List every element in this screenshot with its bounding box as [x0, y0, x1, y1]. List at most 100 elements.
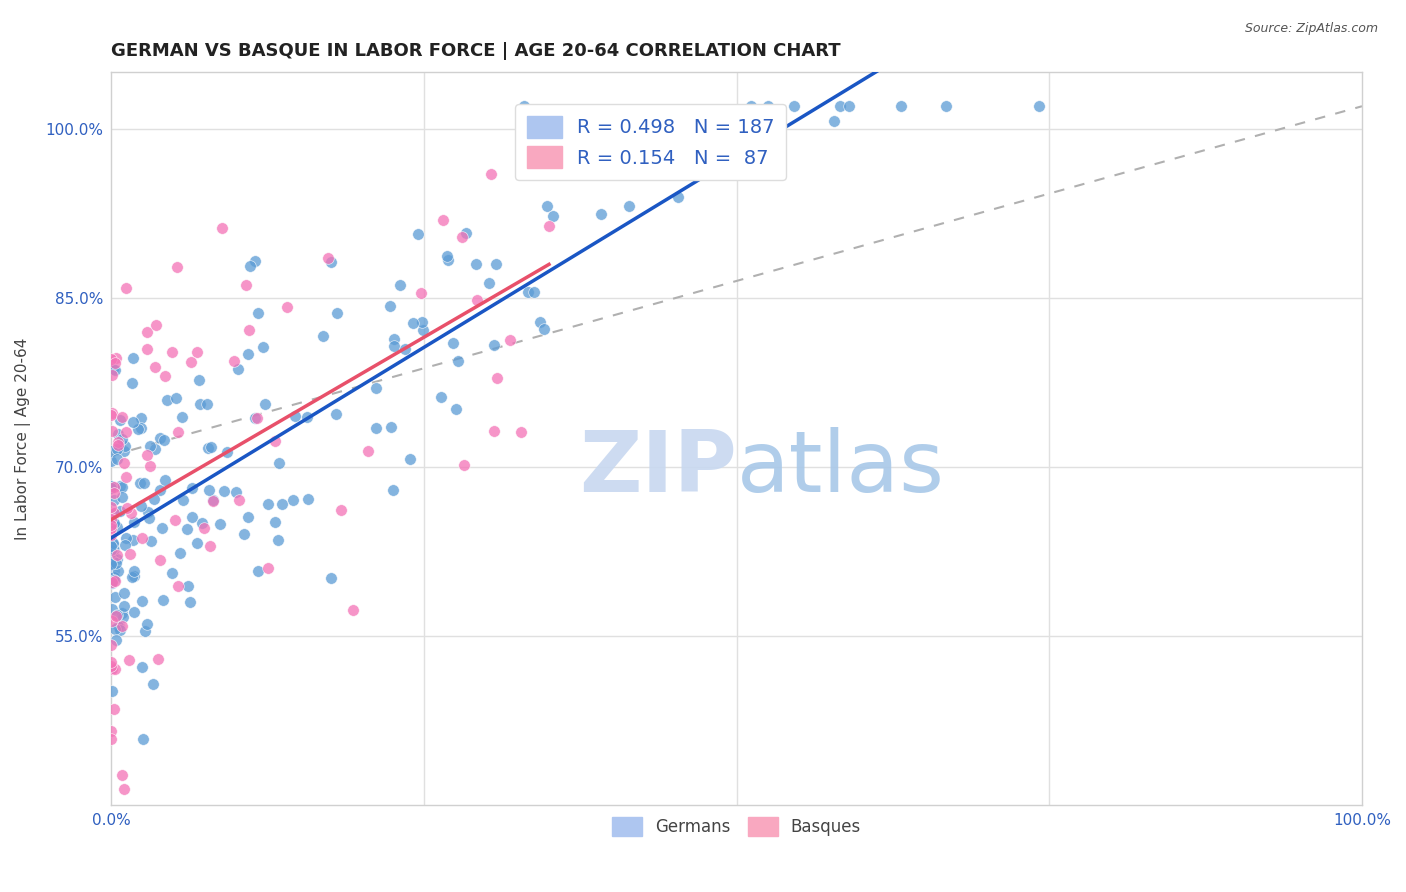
Point: [513, 99, 536, 113]
Point: [297, 491, 319, 506]
Point: [115, 500, 138, 515]
Point: [115, 470, 138, 484]
Point: [127, 422, 149, 436]
Point: [112, 586, 135, 600]
Point: [481, 167, 503, 181]
Point: [101, 614, 124, 628]
Point: [103, 485, 125, 500]
Point: [124, 568, 146, 582]
Point: [364, 382, 387, 396]
Point: [537, 219, 560, 234]
Point: [136, 448, 159, 462]
Point: [100, 368, 122, 382]
Point: [100, 500, 122, 514]
Point: [211, 220, 233, 235]
Point: [187, 373, 209, 387]
Point: [890, 99, 912, 113]
Point: [276, 300, 298, 314]
Point: [232, 526, 254, 541]
Point: [100, 659, 122, 673]
Point: [139, 534, 162, 549]
Point: [155, 473, 177, 487]
Point: [104, 662, 127, 676]
Point: [235, 278, 257, 293]
Point: [267, 456, 290, 470]
Point: [111, 410, 134, 425]
Point: [124, 515, 146, 529]
Point: [366, 420, 388, 434]
Point: [441, 335, 464, 350]
Point: [567, 162, 589, 177]
Point: [136, 505, 159, 519]
Point: [122, 415, 145, 429]
Point: [139, 458, 162, 473]
Point: [105, 520, 128, 534]
Point: [103, 480, 125, 494]
Point: [516, 285, 538, 299]
Point: [101, 362, 124, 376]
Point: [510, 425, 533, 439]
Point: [378, 299, 401, 313]
Point: [522, 285, 544, 299]
Point: [783, 99, 806, 113]
Point: [281, 492, 304, 507]
Text: atlas: atlas: [737, 426, 945, 509]
Point: [105, 548, 128, 562]
Point: [406, 227, 429, 241]
Point: [104, 363, 127, 377]
Point: [101, 554, 124, 568]
Point: [152, 592, 174, 607]
Point: [100, 574, 122, 589]
Point: [100, 661, 122, 675]
Point: [326, 306, 349, 320]
Point: [122, 605, 145, 619]
Point: [107, 435, 129, 450]
Point: [170, 409, 193, 424]
Point: [100, 481, 122, 495]
Point: [246, 564, 269, 578]
Point: [100, 528, 122, 542]
Point: [264, 434, 287, 448]
Point: [188, 397, 211, 411]
Point: [124, 564, 146, 578]
Point: [100, 543, 122, 558]
Point: [101, 406, 124, 420]
Point: [112, 782, 135, 797]
Point: [382, 332, 405, 346]
Point: [108, 623, 131, 637]
Point: [100, 732, 122, 747]
Point: [122, 533, 145, 547]
Point: [165, 513, 187, 527]
Point: [142, 491, 165, 506]
Point: [536, 199, 558, 213]
Point: [100, 511, 122, 525]
Point: [239, 259, 262, 273]
Point: [444, 401, 467, 416]
Point: [823, 114, 845, 128]
Point: [128, 476, 150, 491]
Point: [103, 516, 125, 531]
Point: [212, 483, 235, 498]
Point: [486, 370, 509, 384]
Point: [104, 506, 127, 520]
Point: [243, 254, 266, 268]
Point: [319, 255, 342, 269]
Point: [456, 226, 478, 240]
Point: [114, 281, 136, 295]
Point: [197, 483, 219, 497]
Point: [256, 497, 278, 511]
Point: [197, 441, 219, 455]
Point: [412, 323, 434, 337]
Point: [482, 337, 505, 351]
Point: [160, 566, 183, 580]
Point: [112, 609, 135, 624]
Point: [533, 322, 555, 336]
Point: [105, 442, 128, 456]
Point: [103, 574, 125, 588]
Point: [222, 354, 245, 368]
Point: [104, 574, 127, 588]
Point: [121, 376, 143, 390]
Point: [131, 410, 153, 425]
Point: [411, 286, 433, 301]
Point: [100, 352, 122, 367]
